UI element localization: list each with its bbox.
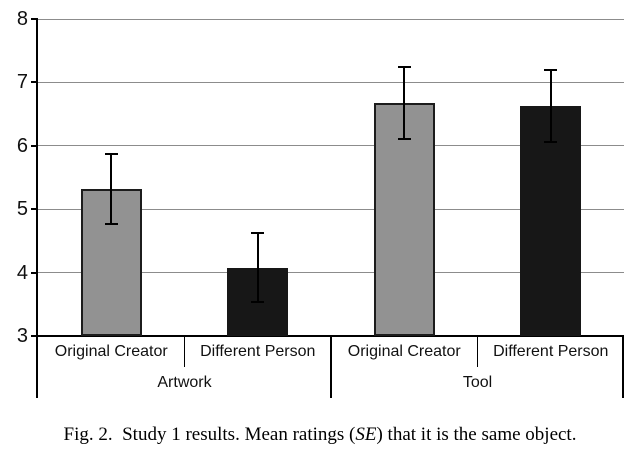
y-tick-3 <box>31 335 38 337</box>
error-bar-cap-top <box>251 232 265 235</box>
right-boundary-line <box>622 336 624 398</box>
gridline-8 <box>38 18 624 20</box>
error-bar-cap-top <box>544 68 558 71</box>
error-bar-cap-top <box>397 66 411 69</box>
caption-se-italic: SE <box>355 424 377 445</box>
x-category-label: Original Creator <box>54 343 168 360</box>
figure-caption: Fig. 2. Study 1 results. Mean ratings (S… <box>0 421 640 449</box>
x-category-label: Original Creator <box>347 343 461 360</box>
gridline-7 <box>38 81 624 83</box>
category-separator <box>183 336 186 367</box>
error-bar-cap-bottom <box>104 222 118 225</box>
y-tick-8 <box>31 18 38 20</box>
bar-chart: 3 4 5 6 7 8 Original Creator Different Person Or… <box>16 8 624 398</box>
x-category-label: Different Person <box>200 343 316 360</box>
y-tick-6 <box>31 144 38 147</box>
bar-different-person-3 <box>520 105 582 336</box>
error-bar-line <box>549 69 552 142</box>
y-tick-label-7: 7 <box>16 71 28 94</box>
gridline-6 <box>38 145 624 147</box>
group-boundary-line <box>330 336 332 398</box>
gridline-5 <box>38 208 624 210</box>
y-tick-4 <box>31 271 38 274</box>
x-group-label-tool: Tool <box>462 374 493 391</box>
y-tick-label-6: 6 <box>16 134 28 157</box>
caption-text-start: Fig. 2. Study 1 results. Mean ratings ( <box>63 424 356 445</box>
error-bar-cap-bottom <box>251 300 265 303</box>
x-group-label-artwork: Artwork <box>157 374 212 391</box>
error-bar-cap-bottom <box>397 138 411 141</box>
y-tick-label-4: 4 <box>16 261 28 284</box>
error-bar-line <box>403 67 406 140</box>
y-axis-line <box>36 19 38 398</box>
gridline-4 <box>38 272 624 274</box>
y-tick-label-5: 5 <box>16 198 28 221</box>
x-category-label: Different Person <box>493 343 609 360</box>
y-tick-5 <box>31 208 38 211</box>
y-tick-label-8: 8 <box>16 8 28 30</box>
y-tick-7 <box>31 81 38 84</box>
error-bar-cap-top <box>104 153 118 156</box>
error-bar-line <box>110 154 113 224</box>
caption-text-end: ) that it is the same object. <box>376 424 577 445</box>
bar-original-creator-2 <box>373 103 435 336</box>
category-separator <box>476 336 479 367</box>
error-bar-cap-bottom <box>544 140 558 143</box>
y-tick-label-3: 3 <box>16 325 28 347</box>
error-bar-line <box>256 233 259 302</box>
